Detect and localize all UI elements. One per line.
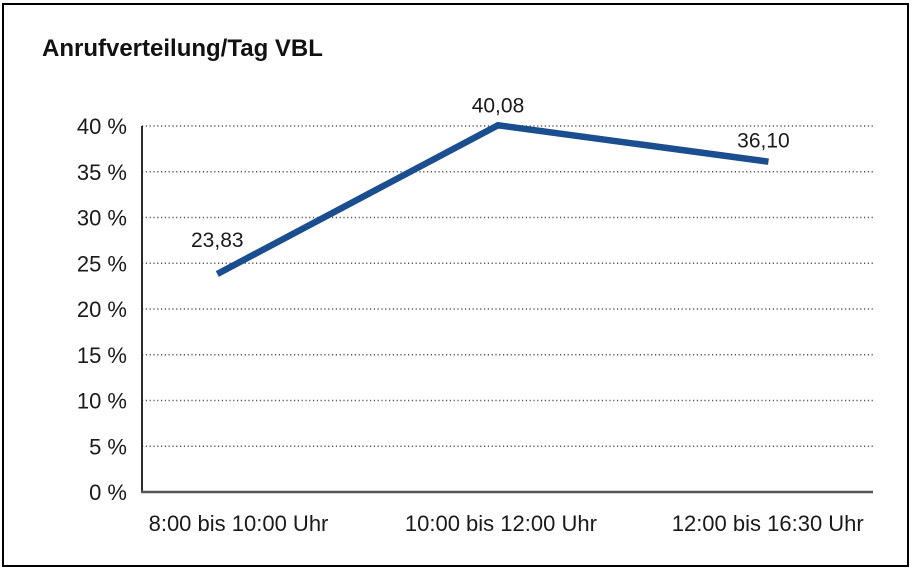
y-tick-label: 15 %	[77, 343, 127, 368]
data-point-label: 40,08	[472, 94, 525, 117]
y-tick-label: 25 %	[77, 251, 127, 276]
y-tick-label: 5 %	[89, 434, 127, 459]
y-tick-label: 30 %	[77, 206, 127, 231]
chart-frame: Anrufverteilung/Tag VBL	[2, 3, 909, 567]
data-point-label: 23,83	[191, 229, 244, 252]
x-tick-label: 10:00 bis 12:00 Uhr	[405, 511, 597, 536]
y-tick-label: 35 %	[77, 160, 127, 185]
y-tick-label: 20 %	[77, 297, 127, 322]
y-tick-label: 10 %	[77, 389, 127, 414]
y-tick-label: 40 %	[77, 114, 127, 139]
y-tick-label: 0 %	[89, 480, 127, 505]
data-point-label: 36,10	[737, 130, 790, 153]
x-tick-label: 12:00 bis 16:30 Uhr	[672, 511, 864, 536]
chart-title: Anrufverteilung/Tag VBL	[42, 35, 323, 62]
x-tick-label: 8:00 bis 10:00 Uhr	[149, 511, 329, 536]
data-line	[215, 121, 769, 277]
